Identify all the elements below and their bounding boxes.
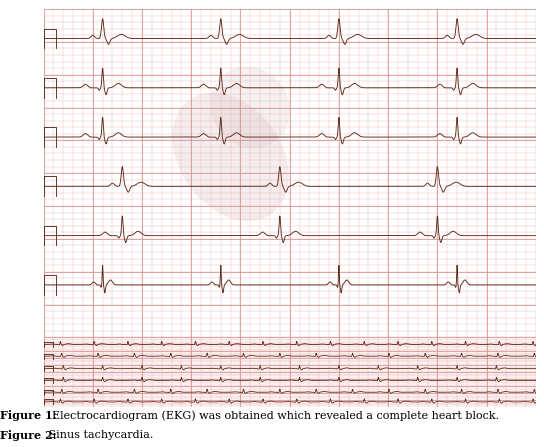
Text: Figure 2:: Figure 2:	[0, 430, 57, 441]
Ellipse shape	[172, 93, 289, 221]
Ellipse shape	[211, 67, 290, 148]
Text: Electrocardiogram (EKG) was obtained which revealed a complete heart block.: Electrocardiogram (EKG) was obtained whi…	[45, 410, 499, 421]
Text: Sinus tachycardia.: Sinus tachycardia.	[45, 430, 153, 440]
Text: Figure 1:: Figure 1:	[0, 410, 57, 422]
